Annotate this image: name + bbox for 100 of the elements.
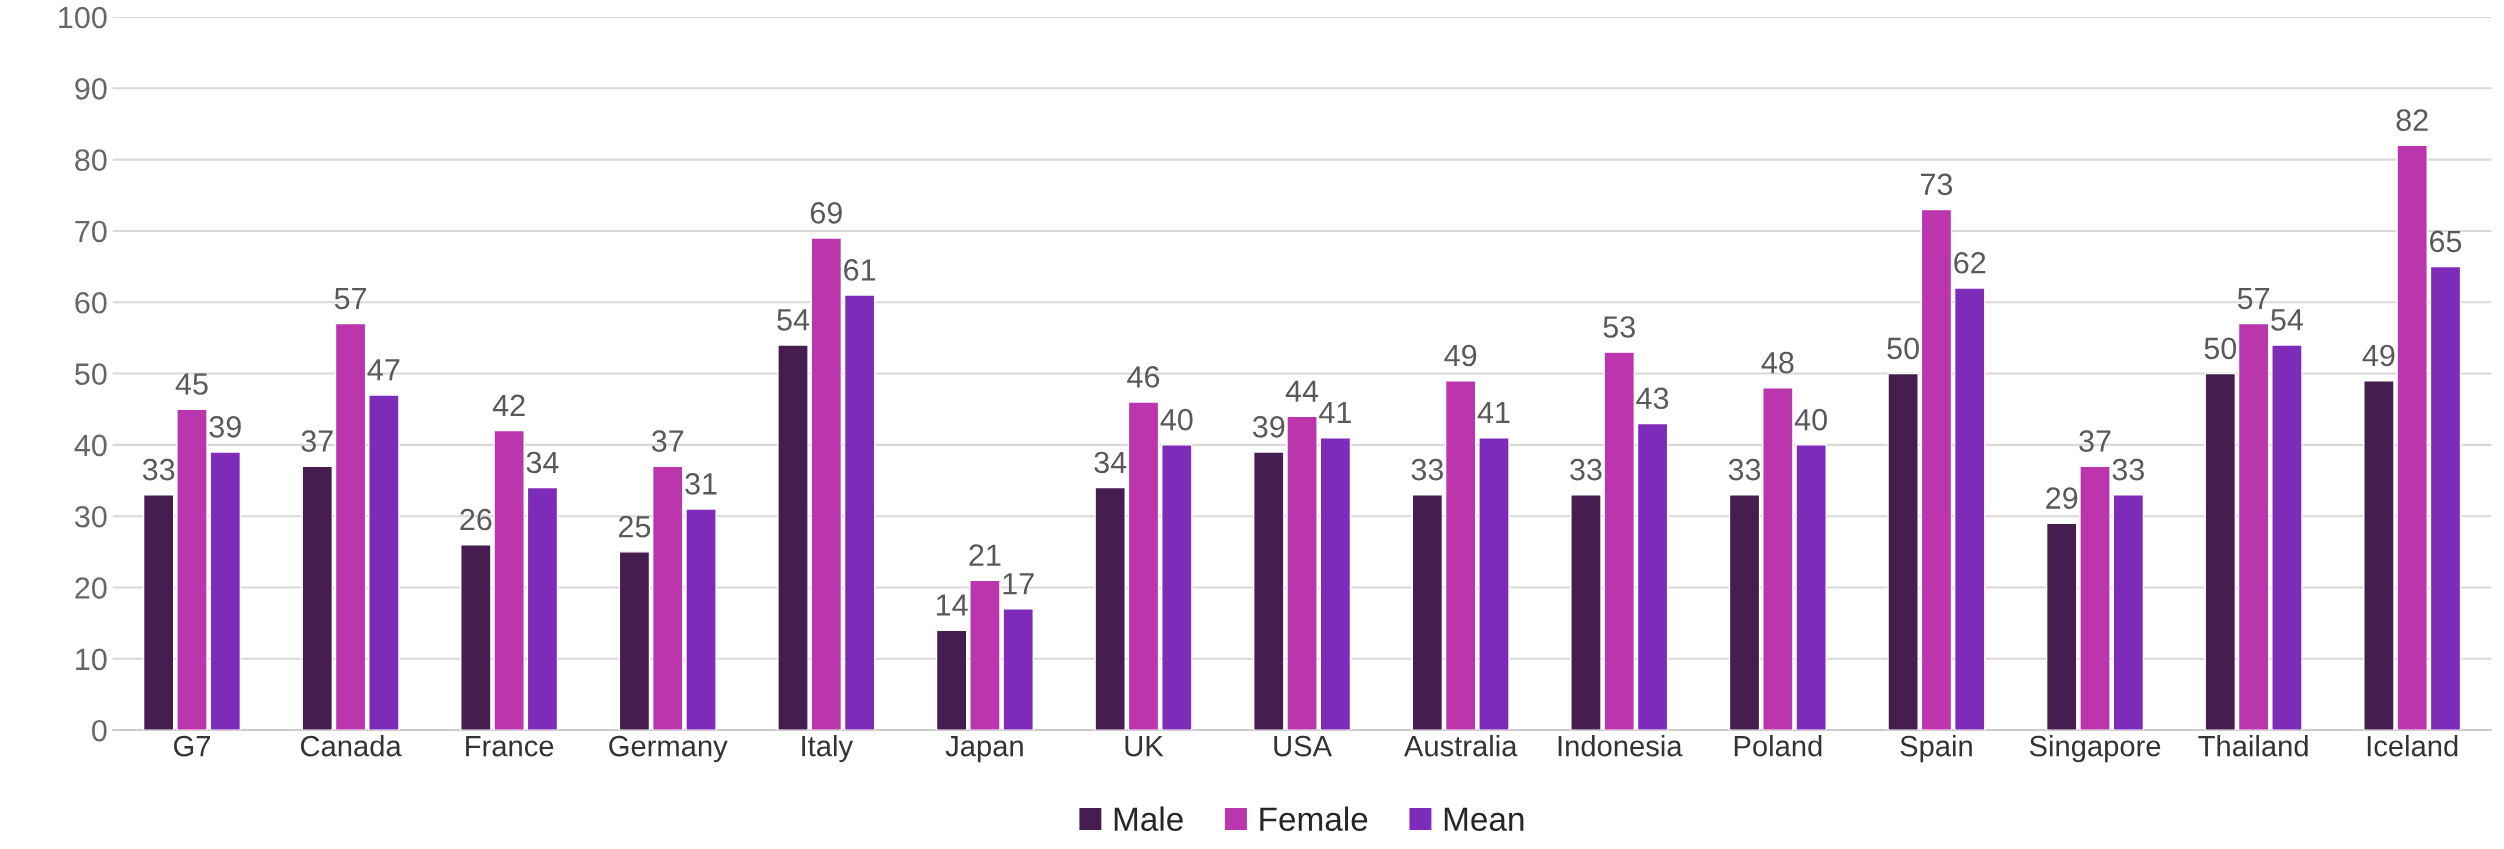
- y-tick-label: 0: [92, 719, 107, 742]
- x-tick-label: France: [466, 736, 554, 757]
- legend-label: Female: [1260, 806, 1368, 831]
- bar: [334, 322, 367, 731]
- data-label: 33: [1411, 458, 1444, 481]
- bar: [935, 629, 968, 731]
- x-tick-label: Germany: [609, 735, 728, 763]
- y-tick-label: 30: [75, 505, 107, 528]
- data-label: 49: [2362, 344, 2395, 367]
- data-label: 31: [685, 473, 717, 495]
- data-label: 40: [1160, 408, 1193, 431]
- y-tick-label: 90: [75, 78, 107, 100]
- x-tick-label: Iceland: [2367, 735, 2458, 757]
- data-label: 33: [2112, 458, 2144, 481]
- bar: [176, 408, 208, 731]
- bar: [1319, 437, 1352, 731]
- x-tick-label: USA: [1274, 735, 1333, 757]
- data-label: 42: [492, 394, 525, 416]
- bar: [810, 237, 843, 731]
- data-label: 25: [618, 515, 651, 538]
- x-tick-label: Indonesia: [1558, 735, 1683, 757]
- y-tick-label: 10: [76, 648, 107, 671]
- data-label: 39: [209, 416, 241, 438]
- data-label: 50: [1887, 337, 1919, 360]
- y-tick-label: 20: [75, 577, 107, 599]
- bar: [1728, 494, 1761, 731]
- data-label: 44: [1285, 380, 1319, 402]
- x-tick-label: Spain: [1900, 735, 1972, 763]
- x-tick-label: Australia: [1403, 735, 1518, 757]
- x-tick-label: Canada: [300, 735, 402, 757]
- x-tick-label: Italy: [802, 735, 854, 763]
- data-label: 48: [1761, 351, 1794, 374]
- y-tick-label: 80: [75, 149, 107, 171]
- data-label: 43: [1636, 387, 1669, 410]
- bar: [1444, 379, 1477, 731]
- data-label: 69: [810, 202, 842, 224]
- data-label: 26: [460, 508, 492, 531]
- data-label: 14: [936, 594, 968, 616]
- bar: [1636, 422, 1669, 731]
- bar: [1953, 287, 1986, 731]
- bar: [301, 465, 334, 731]
- y-tick-label: 40: [74, 434, 107, 457]
- data-label: 41: [1319, 402, 1351, 424]
- bar: [1920, 208, 1953, 731]
- data-label: 50: [2204, 337, 2237, 360]
- data-label: 37: [651, 430, 684, 452]
- data-label: 34: [526, 451, 559, 474]
- x-tick-label: Japan: [945, 736, 1023, 763]
- data-label: 33: [1728, 458, 1761, 481]
- bar: [2112, 494, 2145, 731]
- bar: [685, 508, 717, 731]
- data-label: 37: [2079, 430, 2111, 452]
- bar: [843, 294, 876, 731]
- bar: [2271, 344, 2303, 731]
- data-label: 40: [1794, 408, 1827, 431]
- data-label: 33: [1570, 458, 1602, 481]
- legend-label: Male: [1114, 806, 1183, 831]
- data-label: 82: [2396, 109, 2428, 131]
- x-tick-label: Thailand: [2198, 735, 2308, 757]
- bar: [1094, 486, 1126, 731]
- y-tick-label: 70: [75, 220, 107, 243]
- bar: [1887, 372, 1919, 731]
- legend-label: Mean: [1444, 807, 1524, 831]
- bar: [2079, 465, 2111, 731]
- bar: [1127, 401, 1160, 731]
- bar: [1161, 444, 1193, 731]
- data-label: 73: [1921, 173, 1953, 196]
- bar: [777, 344, 809, 731]
- y-tick-label: 100: [59, 6, 107, 29]
- data-label: 46: [1127, 366, 1160, 388]
- data-label: 39: [1252, 416, 1285, 438]
- data-label: 17: [1003, 573, 1034, 595]
- bar: [2204, 372, 2237, 731]
- data-label: 65: [2430, 230, 2462, 253]
- bar: [2045, 522, 2078, 731]
- data-label: 29: [2046, 487, 2078, 509]
- bar: [1478, 437, 1510, 731]
- bar: [526, 486, 559, 731]
- x-tick-label: Singapore: [2029, 735, 2161, 763]
- y-tick-label: 60: [75, 291, 107, 314]
- data-label: 34: [1094, 451, 1127, 474]
- x-tick-label: G7: [173, 735, 210, 757]
- bar: [368, 394, 400, 731]
- x-tick-label: Poland: [1734, 735, 1822, 757]
- data-label: 37: [301, 430, 333, 452]
- data-label: 45: [175, 373, 208, 395]
- bar: [1411, 494, 1444, 731]
- x-tick-label: UK: [1125, 736, 1164, 757]
- data-label: 62: [1954, 251, 1986, 274]
- data-label: 54: [2271, 309, 2303, 331]
- data-label: 21: [969, 544, 1001, 566]
- bar: [142, 494, 175, 731]
- data-label: 49: [1444, 344, 1477, 367]
- data-label: 47: [367, 359, 400, 381]
- bar: [618, 551, 651, 731]
- data-label: 33: [142, 458, 175, 481]
- data-label: 41: [1477, 402, 1510, 424]
- bar: [209, 451, 242, 731]
- data-label: 61: [844, 259, 876, 281]
- bar: [2237, 322, 2270, 731]
